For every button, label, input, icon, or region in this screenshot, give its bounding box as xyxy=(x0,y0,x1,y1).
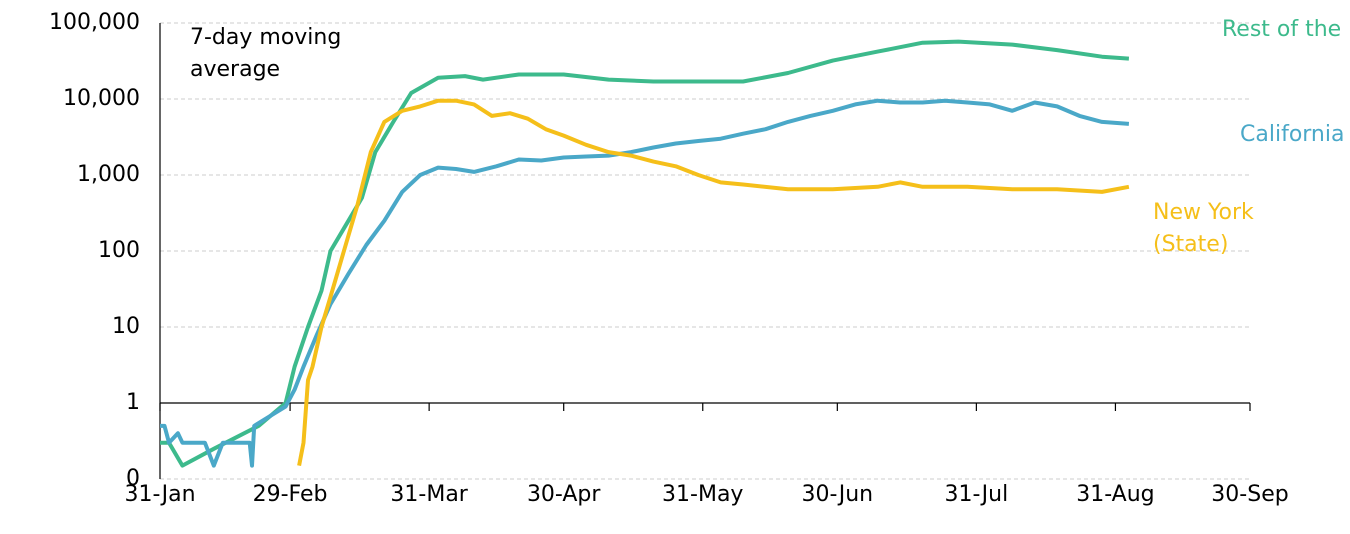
series-label: California xyxy=(1240,122,1345,147)
series-line xyxy=(160,98,1130,468)
y-tick-label: 10 xyxy=(112,314,140,339)
x-tick-label: 31-Jan xyxy=(124,482,195,507)
y-tick-label: 100,000 xyxy=(49,10,140,35)
x-tick-label: 31-Jul xyxy=(945,482,1009,507)
y-tick-label: 0 xyxy=(126,466,140,491)
y-tick-label: 10,000 xyxy=(63,86,140,111)
x-tick-label: 31-Mar xyxy=(390,482,468,507)
annotation: 7-day moving average xyxy=(190,25,342,82)
x-tick-label: 30-Apr xyxy=(527,482,601,507)
series-label: New York (State) xyxy=(1153,200,1254,257)
x-tick-label: 31-Aug xyxy=(1076,482,1154,507)
series-line xyxy=(160,39,1130,468)
y-tick-label: 100 xyxy=(98,238,140,263)
x-tick-label: 31-May xyxy=(662,482,743,507)
x-tick-label: 29-Feb xyxy=(253,482,328,507)
y-tick-label: 1 xyxy=(126,390,140,415)
x-tick-label: 30-Jun xyxy=(802,482,874,507)
series-line xyxy=(297,98,1130,466)
y-tick-label: 1,000 xyxy=(77,162,140,187)
x-tick-label: 30-Sep xyxy=(1211,482,1288,507)
series-label: Rest of the US xyxy=(1222,17,1350,42)
